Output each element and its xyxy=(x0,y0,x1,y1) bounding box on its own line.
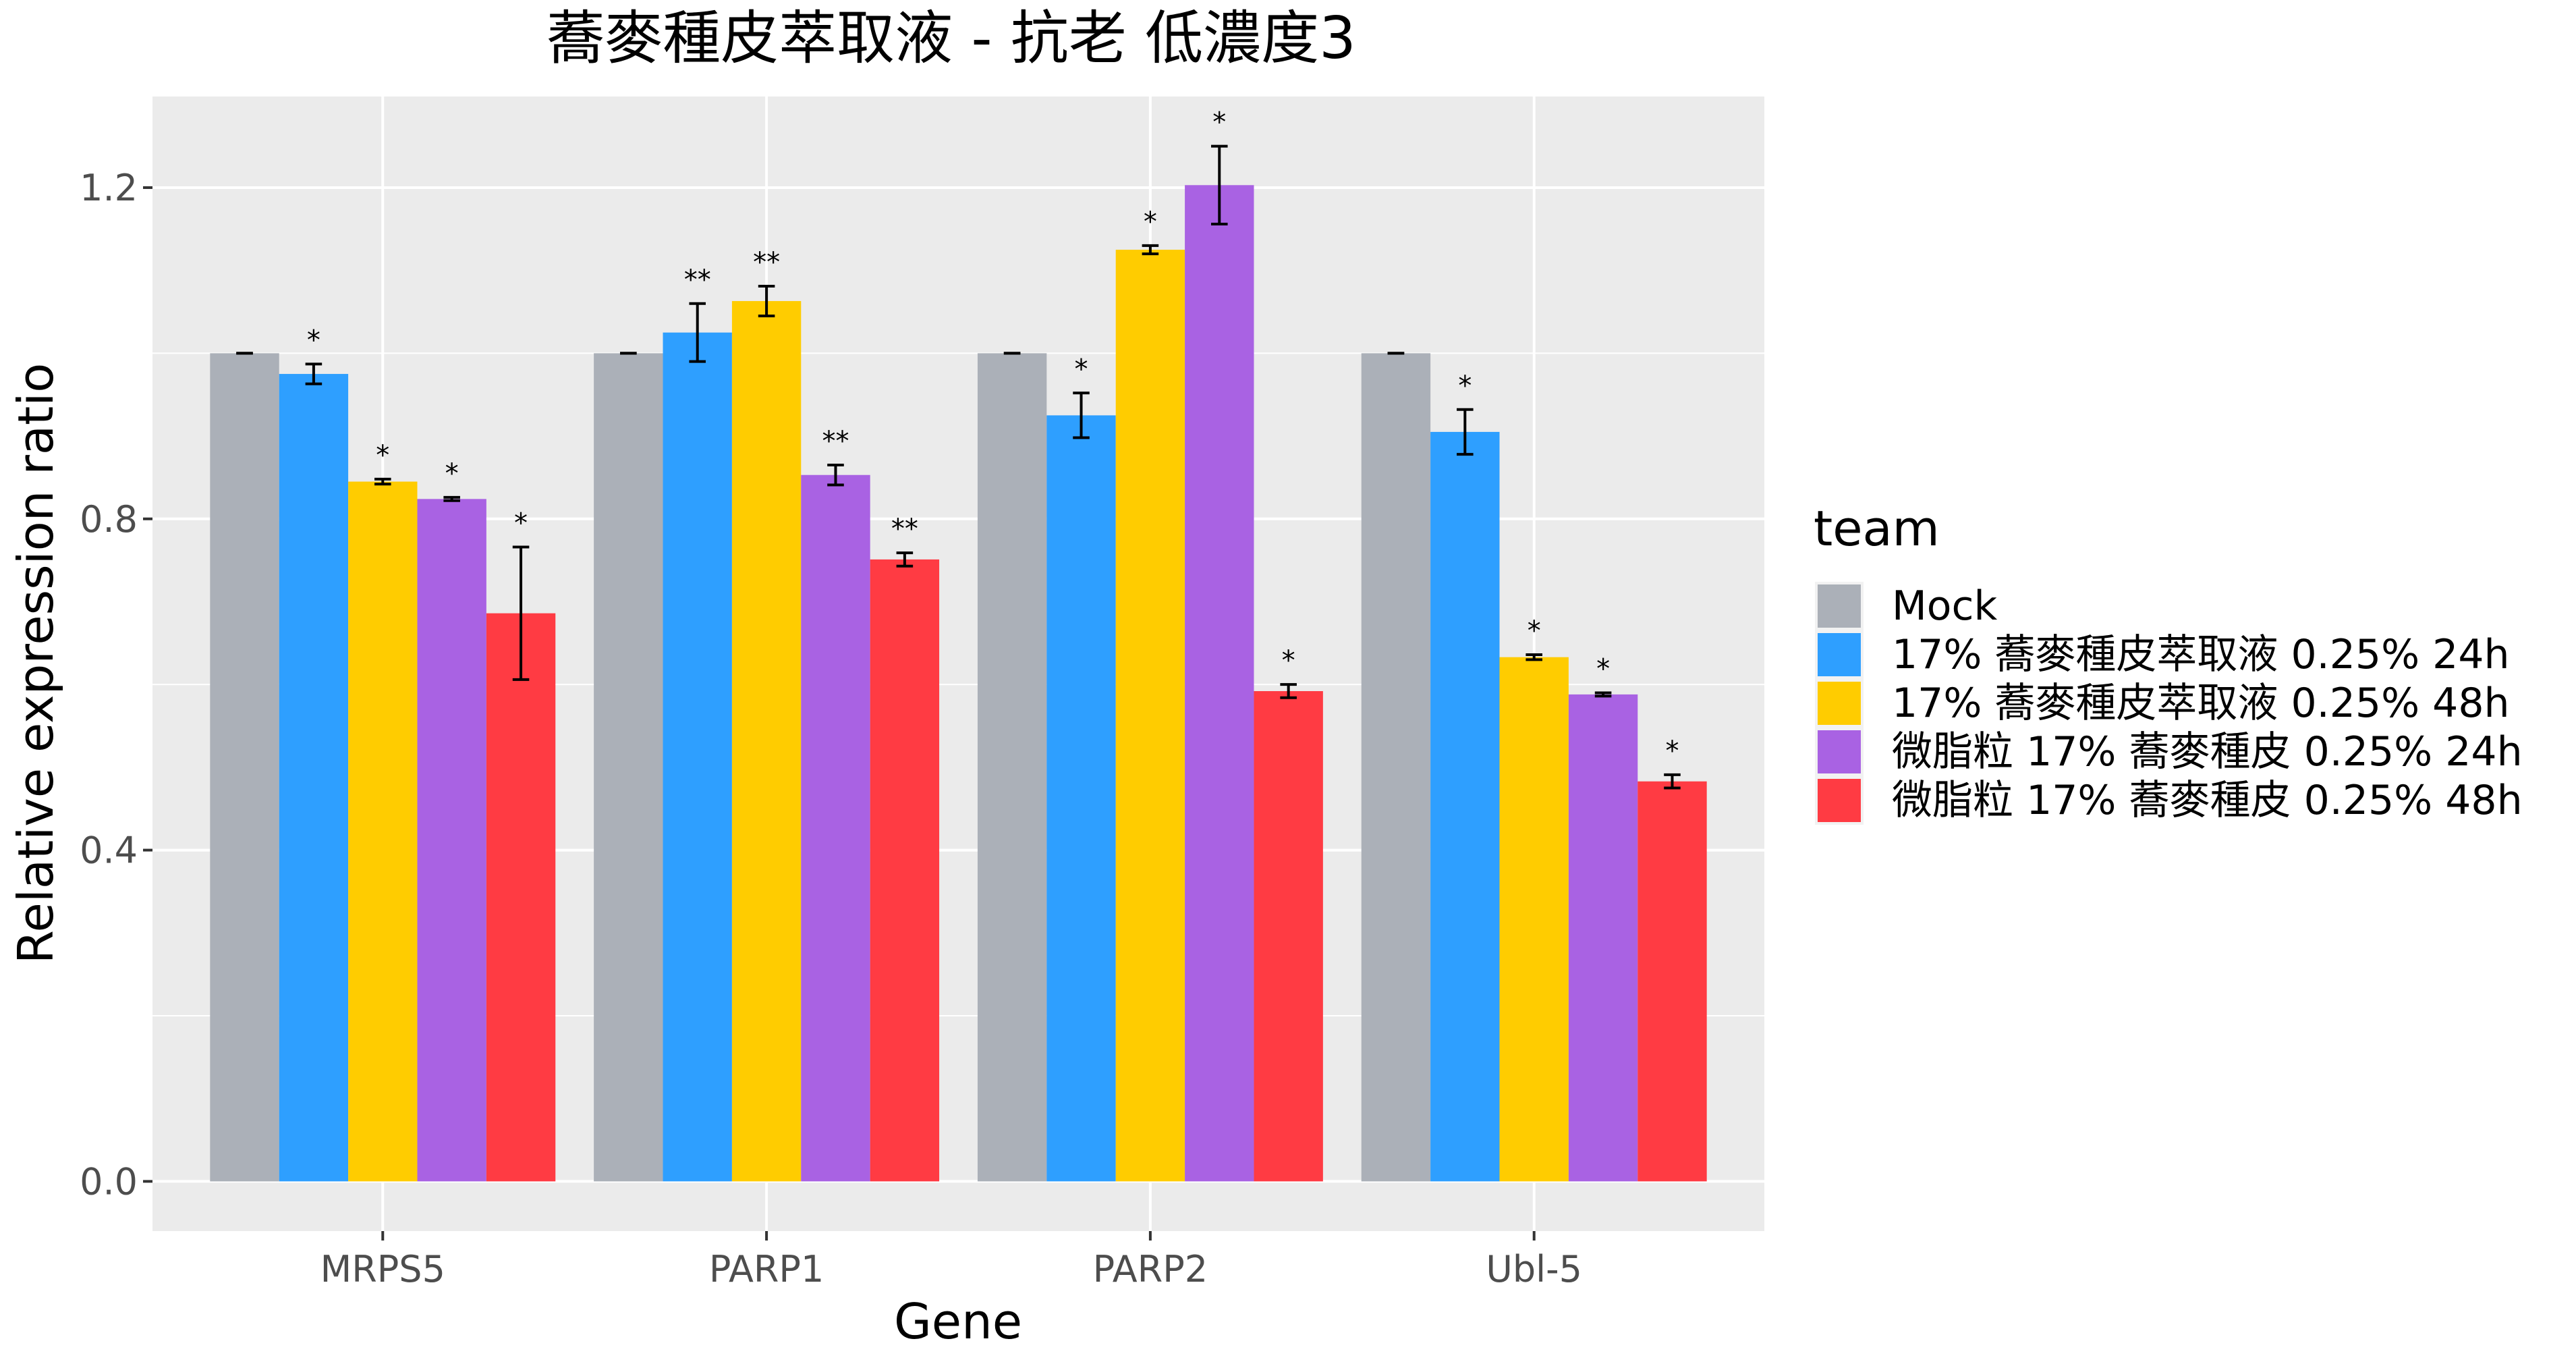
bar-ubl-5-series-5 xyxy=(1637,781,1707,1182)
bar-parp2-series-4 xyxy=(1185,185,1254,1182)
x-tick-label: PARP2 xyxy=(1093,1248,1208,1290)
significance-mark: * xyxy=(1212,107,1226,138)
legend-swatch xyxy=(1818,584,1861,628)
x-tick-label: Ubl-5 xyxy=(1486,1248,1582,1290)
legend-item: 微脂粒 17% 蕎麥種皮 0.25% 24h xyxy=(1815,728,2523,776)
error-bar-parp2-series-3 xyxy=(1142,244,1159,256)
legend-swatch xyxy=(1818,633,1861,676)
legend-label: 微脂粒 17% 蕎麥種皮 0.25% 48h xyxy=(1892,777,2523,824)
significance-mark: * xyxy=(1144,207,1157,238)
x-axis-ticks: MRPS5 PARP1 PARP2 Ubl-5 xyxy=(320,1231,1582,1290)
chart-title: 蕎麥種皮萃取液 - 抗老 低濃度3 xyxy=(547,5,1356,72)
error-bar-ubl-5-series-4 xyxy=(1594,691,1612,698)
error-bar-ubl-5-series-5 xyxy=(1664,773,1681,790)
legend-title: team xyxy=(1814,500,1940,557)
legend-label: 微脂粒 17% 蕎麥種皮 0.25% 24h xyxy=(1892,728,2523,775)
error-bar-ubl-5-series-2 xyxy=(1457,408,1474,456)
error-bar-ubl-5-series-3 xyxy=(1525,653,1543,661)
legend-swatch xyxy=(1818,779,1861,822)
y-tick-label: 0.4 xyxy=(80,829,138,872)
x-axis-label: Gene xyxy=(894,1293,1022,1350)
error-bar-parp1-series-2 xyxy=(689,302,706,363)
significance-mark: * xyxy=(376,440,389,471)
significance-mark: * xyxy=(514,508,528,539)
bar-mrps5-series-2 xyxy=(279,374,349,1182)
error-bar-parp2-series-2 xyxy=(1073,391,1090,439)
bar-parp2-series-2 xyxy=(1046,415,1116,1182)
error-bars xyxy=(236,144,1681,790)
significance-mark: * xyxy=(307,325,320,356)
significance-mark: * xyxy=(1596,653,1610,684)
bar-ubl-5-series-2 xyxy=(1430,431,1500,1182)
bar-parp1-series-2 xyxy=(663,332,732,1182)
legend-swatch xyxy=(1818,730,1861,773)
bar-parp2-series-5 xyxy=(1254,690,1323,1182)
error-bar-mrps5-series-4 xyxy=(443,495,460,502)
bar-parp1-series-1 xyxy=(594,353,663,1182)
error-bar-parp1-series-3 xyxy=(758,284,775,318)
bar-ubl-5-series-3 xyxy=(1499,657,1569,1182)
significance-mark: * xyxy=(445,458,459,489)
error-bar-mrps5-series-5 xyxy=(512,545,530,681)
significance-mark: ** xyxy=(753,247,780,278)
y-axis-ticks: 0.0 0.4 0.8 1.2 xyxy=(80,167,152,1203)
y-tick-label: 0.8 xyxy=(80,498,138,541)
legend-label: 17% 蕎麥種皮萃取液 0.25% 48h xyxy=(1892,680,2510,727)
legend-swatch xyxy=(1818,682,1861,725)
y-axis-label: Relative expression ratio xyxy=(7,363,64,964)
significance-mark: * xyxy=(1665,736,1679,767)
bar-mrps5-series-3 xyxy=(348,481,418,1182)
legend-label: Mock xyxy=(1892,582,1997,630)
legend-item: 微脂粒 17% 蕎麥種皮 0.25% 48h xyxy=(1815,776,2523,825)
significance-mark: ** xyxy=(891,514,918,545)
significance-mark: * xyxy=(1282,645,1295,676)
y-tick-label: 0.0 xyxy=(80,1160,138,1203)
bar-parp1-series-3 xyxy=(731,301,802,1182)
x-tick-label: MRPS5 xyxy=(320,1248,445,1290)
bar-mrps5-series-1 xyxy=(210,353,279,1182)
bar-mrps5-series-4 xyxy=(417,499,486,1182)
legend-item: Mock xyxy=(1815,582,1997,630)
significance-mark: ** xyxy=(684,265,711,296)
bars xyxy=(210,185,1707,1182)
error-bar-mrps5-series-2 xyxy=(305,362,323,385)
significance-marks: ******************** xyxy=(307,107,1679,767)
legend-label: 17% 蕎麥種皮萃取液 0.25% 24h xyxy=(1892,631,2510,678)
bar-parp2-series-3 xyxy=(1115,249,1185,1182)
bar-ubl-5-series-4 xyxy=(1568,694,1638,1182)
significance-mark: * xyxy=(1075,354,1088,385)
error-bar-parp1-series-5 xyxy=(896,551,914,568)
error-bar-parp1-series-4 xyxy=(827,464,844,487)
bar-parp1-series-5 xyxy=(870,559,940,1182)
significance-mark: * xyxy=(1458,371,1472,402)
legend-item: 17% 蕎麥種皮萃取液 0.25% 48h xyxy=(1815,679,2510,728)
legend-item: 17% 蕎麥種皮萃取液 0.25% 24h xyxy=(1815,630,2510,679)
error-bar-mrps5-series-3 xyxy=(374,477,391,486)
significance-mark: ** xyxy=(822,426,849,457)
y-tick-label: 1.2 xyxy=(80,167,138,209)
x-tick-label: PARP1 xyxy=(709,1248,824,1290)
bar-mrps5-series-5 xyxy=(486,613,556,1182)
bar-parp1-series-4 xyxy=(801,474,870,1182)
error-bar-parp2-series-4 xyxy=(1211,144,1228,225)
bar-parp2-series-1 xyxy=(977,353,1047,1182)
error-bar-parp2-series-5 xyxy=(1280,683,1297,699)
significance-mark: * xyxy=(1528,616,1541,647)
bar-ubl-5-series-1 xyxy=(1361,353,1431,1182)
